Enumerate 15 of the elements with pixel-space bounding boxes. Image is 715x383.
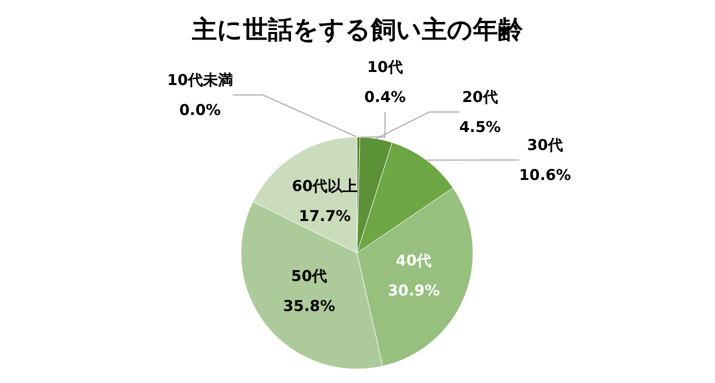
data-label: 4.5% (459, 118, 501, 136)
slice-label: 30代 (527, 136, 563, 154)
slice-label: 60代以上 (292, 177, 358, 196)
slice-label: 20代 (462, 88, 498, 106)
chart-title: 主に世話をする飼い主の年齢 (191, 15, 524, 44)
data-label: 17.7% (298, 207, 351, 226)
data-label: 10.6% (518, 166, 572, 184)
data-label: 30.9% (388, 281, 440, 300)
slice-label: 50代 (291, 266, 328, 285)
data-label: 35.8% (283, 296, 336, 315)
slice-label: 10代 (367, 58, 403, 76)
slice-label: 40代 (396, 251, 432, 270)
text: 0.0% (179, 101, 221, 119)
category-label: 10代未満 (167, 71, 233, 89)
data-label: 0.4% (364, 88, 406, 106)
